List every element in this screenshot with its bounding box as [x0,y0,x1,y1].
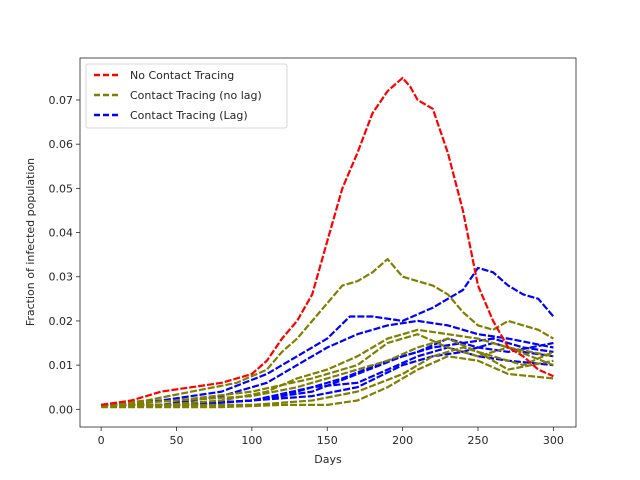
x-tick-label: 250 [468,434,489,447]
y-tick-label: 0.04 [49,227,74,240]
x-tick-label: 300 [543,434,564,447]
legend-label-no-tracing: No Contact Tracing [130,69,234,82]
legend-box [85,63,288,129]
series-line-contact-tracing-no-lag [101,355,554,409]
y-tick-label: 0.03 [49,271,74,284]
x-tick-label: 150 [317,434,338,447]
x-tick-label: 200 [392,434,413,447]
series-layer [100,76,555,409]
legend: No Contact Tracing Contact Tracing (no l… [85,63,288,129]
x-tick-label: 100 [241,434,262,447]
series-line-contact-tracing-no-lag [101,346,554,406]
legend-label-tracing-no-lag: Contact Tracing (no lag) [130,89,262,102]
x-tick-label: 50 [169,434,183,447]
y-axis-ticks: 0.00 0.01 0.02 0.03 0.04 0.05 0.06 0.07 [49,94,80,416]
series-line-contact-tracing-lag [101,266,555,406]
x-axis-label: Days [314,453,342,466]
series-line-contact-tracing-lag [101,337,554,406]
y-tick-label: 0.01 [49,359,74,372]
y-axis-label: Fraction of infected population [24,158,37,326]
legend-label-tracing-lag: Contact Tracing (Lag) [130,109,248,122]
plot-frame [79,57,577,428]
series-line-contact-tracing-no-lag [101,333,554,406]
series-line-contact-tracing-no-lag [101,337,554,406]
x-axis-ticks: 0 50 100 150 200 250 300 [98,427,564,447]
y-tick-label: 0.02 [49,315,74,328]
series-line-contact-tracing-no-lag [100,258,554,406]
y-tick-label: 0.07 [49,94,74,107]
y-tick-label: 0.00 [49,403,74,416]
series-line-no-contact-tracing [100,76,554,406]
y-tick-label: 0.05 [49,182,74,195]
x-tick-label: 0 [98,434,105,447]
series-line-contact-tracing-no-lag [101,328,554,406]
y-tick-label: 0.06 [49,138,74,151]
